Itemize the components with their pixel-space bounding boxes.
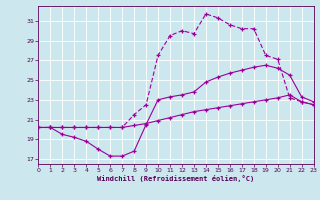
X-axis label: Windchill (Refroidissement éolien,°C): Windchill (Refroidissement éolien,°C) — [97, 175, 255, 182]
